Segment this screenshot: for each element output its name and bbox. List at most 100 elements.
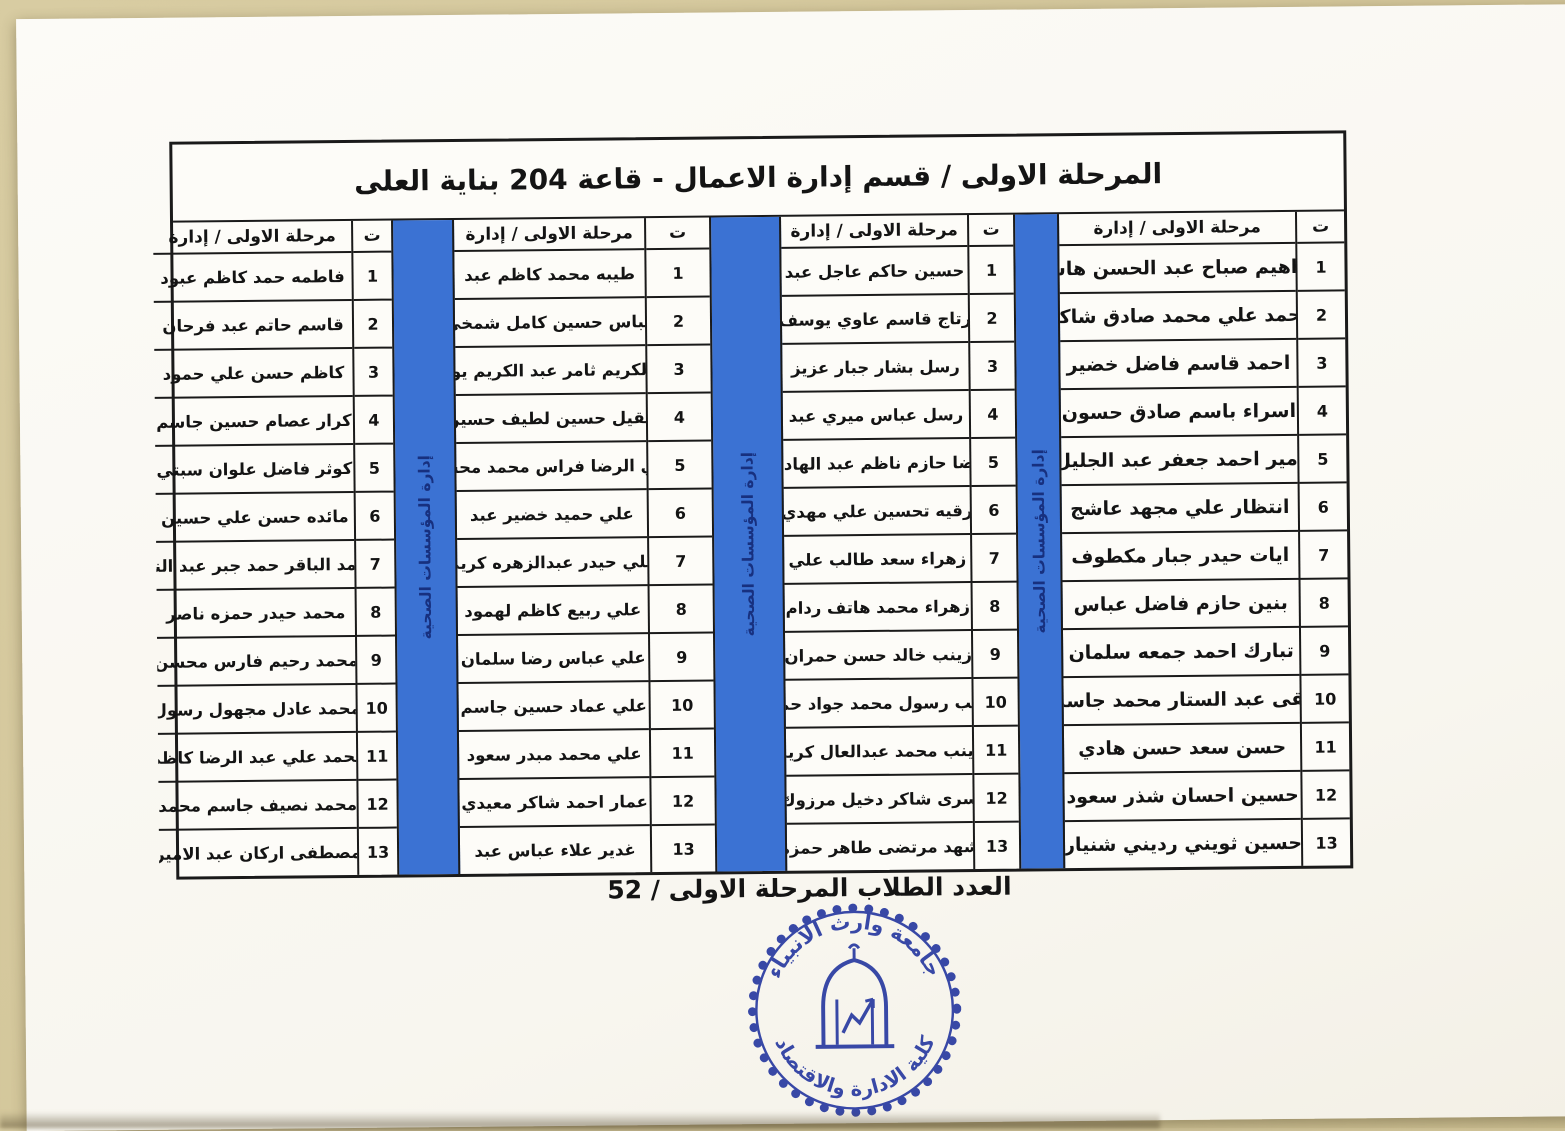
column-header-name: مرحلة الاولى / إدارة [790,220,958,242]
row-number: 6 [648,487,713,537]
row-number: 8 [356,586,395,635]
name-column: مرحلة الاولى / إدارة حسين حاكم عاجل عبد ر… [781,215,976,871]
row-number: 7 [1300,529,1348,578]
row-number: 7 [649,535,713,585]
row-number: 8 [1300,577,1348,626]
row-number: 12 [1302,769,1350,818]
student-name: طيبه محمد كاظم عبد [454,248,645,298]
row-number: 4 [1298,385,1347,434]
row-number: 8 [972,580,1017,630]
row-number: 4 [354,394,394,443]
student-name: انتظار علي مجهد عاشج [1061,481,1299,533]
row-number: 4 [647,391,712,441]
student-name: امير احمد جعفر عبد الجليل [1061,433,1298,485]
student-name: تقى عبد الستار محمد جاسم [1063,673,1300,725]
student-name: شهد مرتضى طاهر حمزه [786,821,974,871]
row-number: 1 [969,244,1014,294]
student-name: بنين حازم فاضل عباس [1062,577,1299,629]
row-number: 1 [353,250,392,299]
student-name: عقيل حسين لطيف حسين [455,392,647,442]
student-name: مصطفى اركان عبد الامير [158,826,358,877]
row-number: 8 [649,583,713,633]
column-header-name: مرحلة الاولى / إدارة [465,223,633,245]
student-name: علي الرضا فراس محمد محسن [456,440,647,490]
student-name: كوثر فاضل علوان سبتي [155,442,354,493]
student-name: رضا حازم ناظم عبد الهادي [783,437,970,487]
row-number: 11 [973,724,1019,774]
index-column: ت 1 2 3 4 5 6 7 8 9 10 11 12 13 [646,218,716,873]
row-number: 3 [970,340,1015,390]
student-name: زهراء سعد طالب علي [784,533,971,583]
row-number: 10 [973,676,1018,726]
student-group-1: ت 1 2 3 4 5 6 7 8 9 10 11 12 13 مرحلة الاولى / إدارة… [1058,211,1351,869]
column-header-index: ت [669,222,687,243]
row-number: 2 [646,295,711,345]
student-name: علي عباس رضا سلمان [457,632,649,682]
student-name: محمد رحيم فارس محسن [157,634,356,685]
row-number: 3 [354,346,393,395]
student-name: زهراء محمد هاتف ردام [784,581,971,631]
row-number: 2 [1297,289,1346,338]
column-header-index: ت [363,225,381,246]
row-number: 10 [357,682,396,731]
student-name: عبد الكريم ثامر عبد الكريم يوسف [455,344,646,394]
student-name: مائده حسن علي حسين [155,490,355,541]
index-column: ت 1 2 3 4 5 6 7 8 9 10 11 12 13 [969,215,1020,869]
row-number: 11 [650,727,715,777]
student-name: محمد حيدر حمزه ناصر [156,586,355,637]
divider-label: إدارة المؤسسات الصحية [415,454,436,640]
student-name: كرار عصام حسين جاسم [154,394,354,445]
student-group-4: ت 1 2 3 4 5 6 7 8 9 10 11 12 13 مرحلة الاولى / إدارة… [153,220,400,877]
row-number: 13 [1302,817,1351,866]
row-number: 10 [650,679,714,729]
student-name: علي حيدر عبدالزهره كريم [457,536,648,586]
row-number: 7 [972,532,1017,582]
student-name: رسل بشار جبار عزيز [782,341,969,391]
row-number: 12 [651,775,715,825]
row-number: 11 [1301,721,1350,770]
student-name: حسين ثويني رديني شنيار [1064,817,1302,869]
student-name: عباس حسين كامل شمخي [454,296,646,346]
row-number: 1 [646,247,710,297]
class-roster-table: المرحلة الاولى / قسم إدارة الاعمال - قاع… [153,130,1354,880]
scan-edge-shadow [0,1112,1160,1128]
row-number: 11 [357,730,397,779]
row-number: 5 [971,436,1016,486]
index-column: ت 1 2 3 4 5 6 7 8 9 10 11 12 13 [353,221,398,875]
row-number: 9 [1300,625,1349,674]
student-name: فاطمه حمد كاظم عبود [153,250,352,301]
student-name: رسل عباس ميري عبد [782,389,970,439]
student-name: رتاج قاسم عاوي يوسف [781,293,969,343]
row-number: 12 [358,778,397,827]
student-name: زينب رسول محمد جواد حميد [785,677,972,727]
row-number: 3 [647,343,711,393]
student-name: احمد قاسم فاضل خضير [1060,337,1297,389]
student-name: اسراء باسم صادق حسون [1060,385,1298,437]
student-name: علي ربيع كاظم لهمود [457,584,648,634]
student-name: علي حميد خضير عبد [456,488,648,538]
student-name: احمد علي محمد صادق شاكر [1059,289,1297,341]
row-number: 3 [1298,337,1346,386]
table-body: ت 1 2 3 4 5 6 7 8 9 10 11 12 13 مرحلة الاولى / إدارة… [153,211,1351,877]
department-divider-bar: إدارة المؤسسات الصحية [711,216,788,872]
row-number: 5 [648,439,712,489]
dome-building-icon [815,943,895,1049]
department-divider-bar: إدارة المؤسسات الصحية [393,219,461,875]
column-header-name: مرحلة الاولى / إدارة [1093,217,1261,239]
department-divider-bar: إدارة المؤسسات الصحية [1014,214,1066,869]
row-number: 10 [1301,673,1349,722]
student-name: غدير علاء عباس عبد [459,824,651,874]
row-number: 9 [356,634,396,683]
row-number: 4 [970,388,1016,438]
student-name: ابراهيم صباح عبد الحسن هاشم [1059,241,1296,293]
student-group-3: ت 1 2 3 4 5 6 7 8 9 10 11 12 13 مرحلة الاولى / إدارة… [454,217,718,874]
student-name: سرى شاكر دخيل مرزوك [786,773,973,823]
name-column: مرحلة الاولى / إدارة فاطمه حمد كاظم عبود… [153,220,360,877]
student-name: حسين احسان شذر سعود [1064,769,1301,821]
student-name: رقيه تحسين علي مهدي [783,485,971,535]
column-header-index: ت [982,219,1000,240]
row-number: 9 [972,628,1018,678]
student-name: علي محمد مبدر سعود [458,728,650,778]
student-name: قاسم حاتم عبد فرحان [153,298,353,349]
